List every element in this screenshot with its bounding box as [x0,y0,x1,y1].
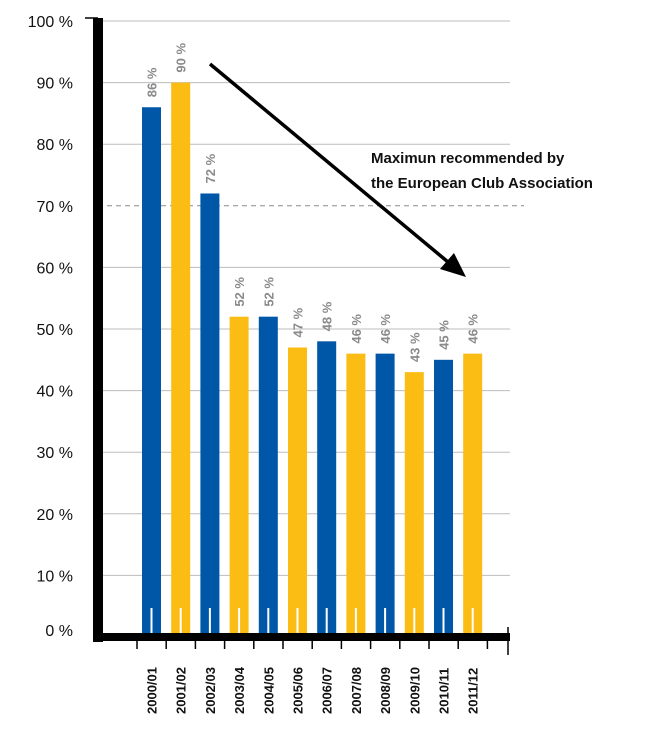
y-tick-label: 10 % [37,568,73,585]
bar [200,193,220,638]
bar [229,316,249,637]
bar [434,359,453,637]
x-tick-label: 2009/10 [407,667,422,714]
y-tick-label: 0 % [45,623,73,640]
data-label: 45 % [437,320,452,350]
x-tick-labels: 2000/01 2001/02 2002/03 2003/04 2004/05 2005/… [145,666,481,714]
data-label: 47 % [291,307,306,337]
y-tick-label: 30 % [37,445,73,462]
x-tick-label: 2001/02 [174,667,189,714]
x-tick-label: 2006/07 [320,667,335,714]
bar [346,353,366,637]
annotation-line-2: the European Club Association [371,175,593,192]
gridlines [98,20,510,576]
y-tick-label: 40 % [37,384,73,401]
bar [258,316,278,637]
data-label: 46 % [349,314,364,344]
x-tick-label: 2007/08 [349,667,364,714]
x-tick-label: 2005/06 [291,667,306,714]
bar [142,107,161,638]
axes [85,17,510,655]
y-tick-label: 100 % [28,14,73,31]
x-axis [93,633,510,641]
annotation-arrow-line [208,62,450,264]
bar [404,372,424,637]
data-label: 90 % [174,43,189,73]
x-tick-label: 2000/01 [145,667,160,714]
data-label: 46 % [466,314,481,344]
y-tick-label: 70 % [37,199,73,216]
data-label: 52 % [232,277,247,307]
data-label: 48 % [320,301,335,331]
bar [463,353,483,637]
data-label: 43 % [407,332,422,362]
data-label: 52 % [261,277,276,307]
annotation-line-1: Maximun recommended by [371,150,565,167]
x-tick-label: 2002/03 [203,667,218,714]
x-tick-label: 2011/12 [466,668,481,714]
bars [142,82,483,648]
x-tick-label: 2010/11 [437,668,452,714]
y-tick-label: 60 % [37,260,73,277]
y-tick-label: 50 % [37,322,73,339]
x-tick-label: 2003/04 [232,666,247,714]
y-tick-label: 90 % [37,76,73,93]
data-labels: 86 % 90 % 72 % 52 % 52 % 47 % 48 % 46 % 46 % 43 %… [145,43,481,363]
data-label: 72 % [203,153,218,183]
bar [171,82,191,638]
bar [288,347,307,637]
y-tick-label: 20 % [37,507,73,524]
x-tick-label: 2008/09 [378,667,393,714]
y-axis [93,18,103,642]
data-label: 86 % [145,67,160,97]
bar [375,353,395,637]
data-label: 46 % [378,314,393,344]
y-tick-label: 80 % [37,137,73,154]
bar [317,341,337,637]
annotation: Maximun recommended by the European Club… [208,62,593,277]
x-tick-label: 2004/05 [261,667,276,714]
annotation-arrowhead [440,253,466,277]
y-tick-labels: 0 % 10 % 20 % 30 % 40 % 50 % 60 % 70 % 80 % 90 % 1… [28,14,73,640]
